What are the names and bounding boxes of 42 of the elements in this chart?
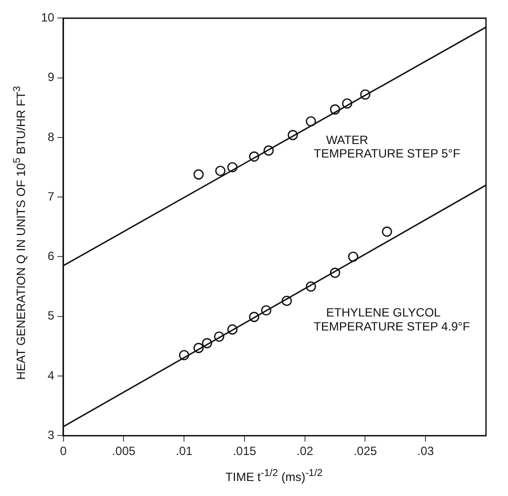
- point: [306, 281, 316, 292]
- y-tick-label: 9: [48, 70, 55, 84]
- annotation: TEMPERATURE STEP 4.9°F: [314, 319, 470, 334]
- x-tick-label: .01: [176, 444, 193, 458]
- point: [360, 89, 370, 100]
- y-tick-label: 10: [40, 10, 55, 25]
- point: [214, 331, 224, 342]
- annotation: ETHYLENE GLYCOL: [326, 306, 441, 320]
- point: [227, 162, 238, 172]
- x-axis-title: TIME t$^{-1/2}$ (ms)$^{-1/2}$: [224, 468, 324, 484]
- x-tick-label: .005: [112, 444, 136, 458]
- y-tick-label: 3: [48, 428, 55, 442]
- x-tick-label: .02: [296, 444, 314, 458]
- point: [306, 116, 316, 127]
- point: [193, 169, 204, 180]
- point: [248, 151, 260, 162]
- point: [261, 305, 272, 316]
- annotation: TEMPERATURE STEP 5°F: [314, 146, 460, 160]
- y-tick-label: 6: [48, 249, 55, 264]
- point: [330, 268, 340, 278]
- x-tick-label: .015: [232, 444, 256, 458]
- y-tick-label: 4: [48, 368, 55, 382]
- y-tick-label: 5: [48, 308, 55, 323]
- point: [348, 252, 358, 262]
- x-tick-label: .025: [354, 444, 378, 458]
- annotation: WATER: [326, 132, 368, 147]
- y-tick-label: 7: [48, 189, 55, 204]
- point: [342, 98, 352, 109]
- point: [193, 342, 204, 354]
- point: [263, 145, 274, 156]
- point: [282, 296, 292, 306]
- point: [178, 350, 190, 360]
- point: [382, 226, 392, 237]
- x-tick-label: 0: [60, 444, 68, 458]
- y-tick-label: 8: [48, 130, 55, 144]
- x-tick-label: .03: [417, 444, 434, 458]
- point: [227, 324, 238, 335]
- point: [330, 104, 340, 115]
- point: [248, 312, 260, 322]
- point: [215, 166, 226, 176]
- point: [202, 338, 212, 348]
- point: [288, 130, 298, 140]
